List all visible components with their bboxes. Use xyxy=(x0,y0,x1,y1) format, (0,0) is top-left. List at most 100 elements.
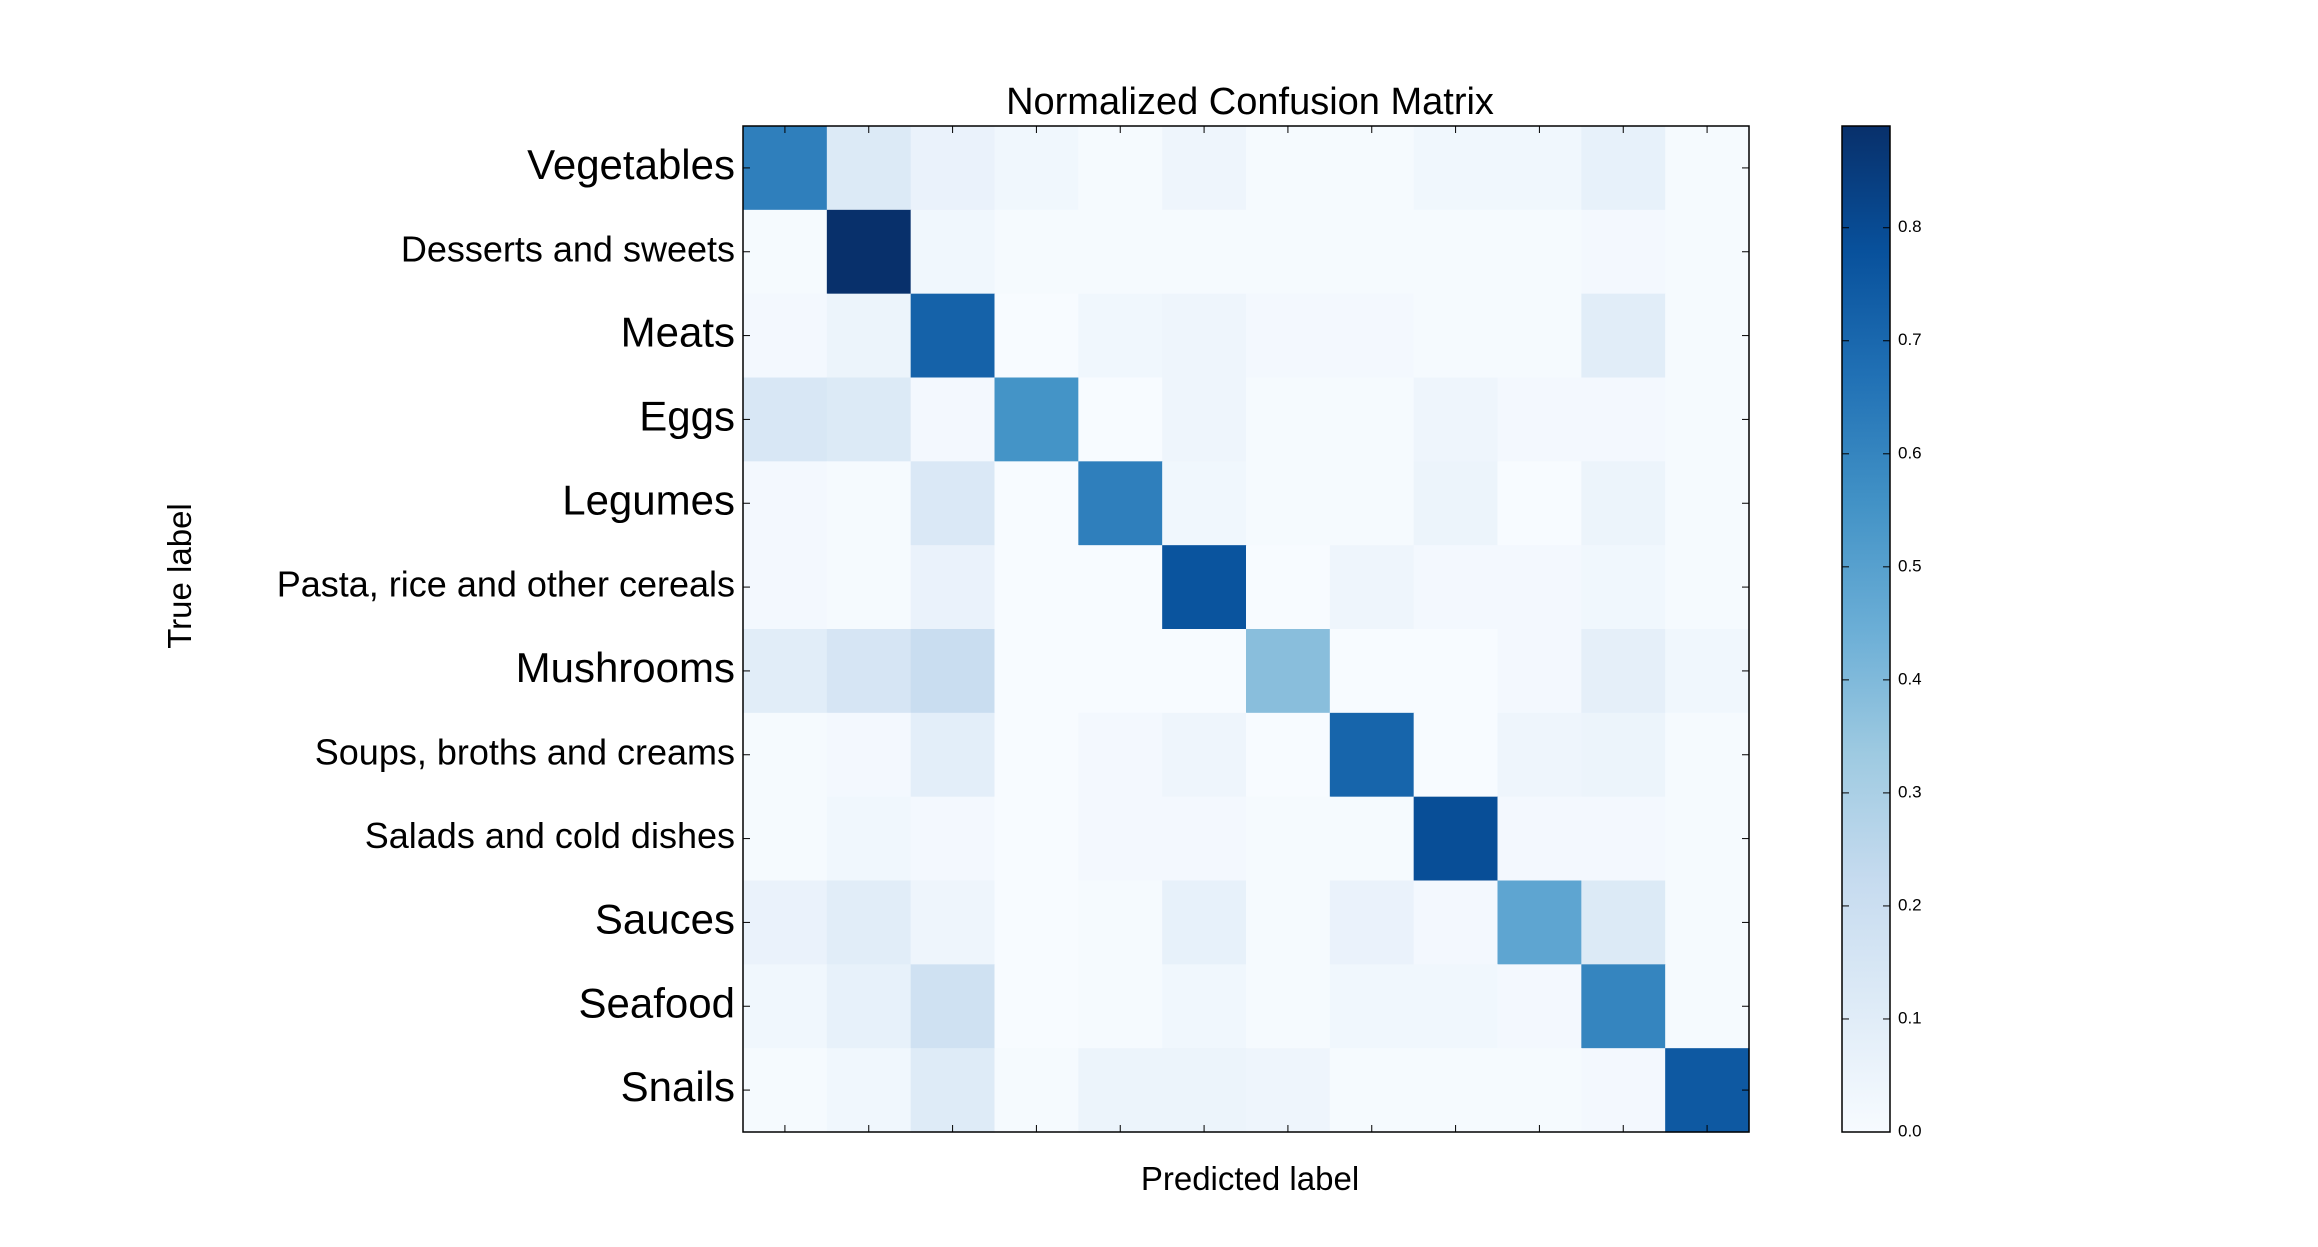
heatmap-cell xyxy=(994,209,1079,295)
heatmap-cell xyxy=(994,545,1079,630)
colorbar-tick-label: 0.8 xyxy=(1898,217,1922,236)
heatmap-cell xyxy=(1246,712,1331,798)
heatmap-cell xyxy=(1078,461,1163,546)
heatmap-cell xyxy=(1246,545,1331,630)
heatmap-cell xyxy=(1413,293,1499,379)
heatmap-cell xyxy=(910,712,996,798)
axis-ticks xyxy=(743,126,1749,1132)
heatmap-cell xyxy=(994,712,1079,798)
heatmap-cell xyxy=(1246,209,1331,295)
heatmap-cell xyxy=(1413,796,1499,882)
heatmap-cell xyxy=(994,461,1079,546)
heatmap-cell xyxy=(1497,377,1582,462)
heatmap-cell xyxy=(743,293,828,379)
heatmap-cell xyxy=(826,209,912,295)
heatmap-cell xyxy=(826,545,912,630)
heatmap-cell xyxy=(1246,964,1331,1049)
heatmap-cell xyxy=(910,964,996,1049)
plot-frame xyxy=(742,125,1750,1133)
heatmap-cell xyxy=(1078,964,1163,1049)
heatmap-cell xyxy=(910,461,996,546)
heatmap-cell xyxy=(1078,796,1163,882)
colorbar-tick-label: 0.4 xyxy=(1898,669,1922,688)
heatmap-cell xyxy=(1581,1048,1666,1133)
heatmap-cell xyxy=(826,293,912,379)
heatmap-cell xyxy=(1162,126,1247,211)
heatmap-cell xyxy=(1497,1048,1582,1133)
heatmap-cell xyxy=(1162,880,1247,965)
heatmap-cell xyxy=(826,964,912,1049)
heatmap-cell xyxy=(743,629,828,714)
colorbar-tick-label: 0.2 xyxy=(1898,895,1922,914)
heatmap-cell xyxy=(1413,545,1499,630)
heatmap-cell xyxy=(910,880,996,965)
heatmap-cell xyxy=(1162,377,1247,462)
heatmap-cell xyxy=(826,1048,912,1133)
heatmap-cell xyxy=(1581,880,1666,965)
heatmap-cell xyxy=(1665,209,1750,295)
heatmap-cell xyxy=(1162,545,1247,630)
heatmap-cell xyxy=(743,880,828,965)
colorbar-tick-label: 0.7 xyxy=(1898,330,1922,349)
heatmap-cell xyxy=(1665,293,1750,379)
heatmap-cell xyxy=(1665,377,1750,462)
heatmap-cell xyxy=(1413,126,1499,211)
colorbar-tick-label: 0.6 xyxy=(1898,443,1922,462)
colorbar-tick-label: 0.3 xyxy=(1898,782,1922,801)
heatmap-cell xyxy=(1246,293,1331,379)
heatmap-cell xyxy=(910,1048,996,1133)
row-label: Sauces xyxy=(595,896,735,943)
chart-title: Normalized Confusion Matrix xyxy=(1006,81,1494,123)
heatmap-cell xyxy=(1413,461,1499,546)
heatmap-cell xyxy=(1162,293,1247,379)
heatmap-cell xyxy=(1162,796,1247,882)
heatmap-cell xyxy=(1162,461,1247,546)
y-axis-label: True label xyxy=(161,503,198,649)
row-label: Snails xyxy=(621,1063,735,1110)
heatmap-cell xyxy=(1665,1048,1750,1133)
heatmap-cell xyxy=(1497,209,1582,295)
heatmap-cell xyxy=(1329,545,1415,630)
heatmap-cell xyxy=(743,126,828,211)
heatmap-cell xyxy=(826,712,912,798)
heatmap-cell xyxy=(1581,712,1666,798)
heatmap-cell xyxy=(994,293,1079,379)
row-label: Desserts and sweets xyxy=(401,228,735,269)
heatmap-cell xyxy=(1329,461,1415,546)
heatmap-cell xyxy=(826,377,912,462)
heatmap-cell xyxy=(994,880,1079,965)
heatmap-cell xyxy=(910,377,996,462)
heatmap-cell xyxy=(1078,712,1163,798)
heatmap-cell xyxy=(1246,1048,1331,1133)
heatmap-cell xyxy=(994,964,1079,1049)
heatmap-cell xyxy=(1246,461,1331,546)
heatmap-cell xyxy=(1581,796,1666,882)
heatmap-cell xyxy=(994,796,1079,882)
heatmap-cell xyxy=(826,880,912,965)
heatmap-cell xyxy=(1581,209,1666,295)
heatmap-cell xyxy=(1413,880,1499,965)
heatmap-cell xyxy=(910,209,996,295)
heatmap-cell xyxy=(910,629,996,714)
heatmap-cell xyxy=(1329,880,1415,965)
heatmap-cell xyxy=(1329,629,1415,714)
heatmap-cell xyxy=(910,293,996,379)
heatmap-cell xyxy=(826,126,912,211)
heatmap-cell xyxy=(1078,377,1163,462)
row-label: Mushrooms xyxy=(516,644,735,691)
heatmap-cell xyxy=(1581,545,1666,630)
row-label: Legumes xyxy=(562,476,735,523)
heatmap-cells xyxy=(743,126,1750,1133)
heatmap-cell xyxy=(1665,796,1750,882)
heatmap-cell xyxy=(994,377,1079,462)
heatmap-cell xyxy=(994,629,1079,714)
heatmap-cell xyxy=(1329,964,1415,1049)
heatmap-cell xyxy=(1078,545,1163,630)
heatmap-cell xyxy=(1497,126,1582,211)
colorbar-ticks: 0.0 0.1 0.2 0.3 0.4 0.5 0.6 0.7 0.8 xyxy=(1842,217,1922,1140)
heatmap-cell xyxy=(1497,293,1582,379)
row-label: Soups, broths and creams xyxy=(315,731,735,772)
heatmap-cell xyxy=(1413,629,1499,714)
row-label: Vegetables xyxy=(527,141,735,188)
heatmap-cell xyxy=(1413,964,1499,1049)
